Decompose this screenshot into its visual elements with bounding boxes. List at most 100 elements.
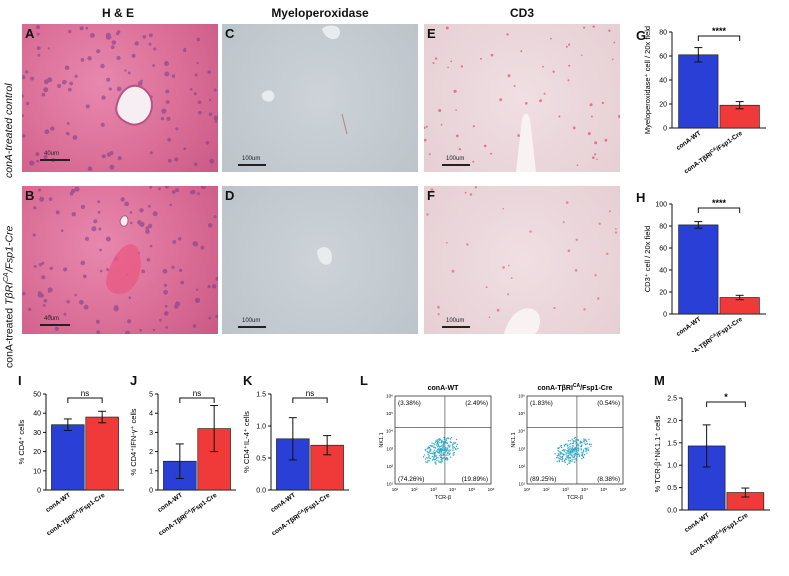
flow-x-tick: 10¹ (392, 487, 399, 492)
flow-event (429, 445, 431, 447)
flow-plot-right: (1.83%) (0.54%) (89.25%) (8.38%) 10¹ 10² 10³ 10… (511, 394, 627, 502)
flow-event (584, 443, 587, 446)
flow-event (567, 452, 569, 454)
flow-event (561, 460, 563, 463)
significance-bracket-h (697, 207, 741, 213)
bar-h-wt (678, 224, 719, 315)
flow-event (427, 461, 429, 463)
flow-event (436, 444, 438, 446)
flow-event (565, 451, 567, 454)
flow-event (440, 458, 443, 460)
flow-event (578, 455, 580, 458)
flow-event (434, 444, 436, 446)
flow-event (576, 443, 578, 445)
flow-event (559, 453, 561, 455)
flow-event (449, 456, 452, 458)
flow-event (433, 442, 435, 445)
flow-event (429, 457, 431, 460)
flow-x-tick: 10³ (562, 487, 569, 492)
flow-event (574, 451, 576, 453)
flow-event (440, 441, 443, 443)
scale-label-d: 100um (242, 318, 261, 324)
y-tick-label-h: 0 (663, 312, 667, 319)
flow-event (442, 441, 444, 443)
flow-event (582, 449, 585, 451)
y-axis-label-j: % CD4⁺IFN-γ⁺ cells (130, 408, 138, 475)
flow-event (590, 443, 592, 446)
flow-plot-left: (3.38%) (2.49%) (74.26%) (19.89%) 10¹ 10² 10³ 1… (379, 394, 495, 502)
flow-frame (394, 395, 492, 485)
x-label-wt-m: conA-WT (683, 512, 710, 534)
flow-event (444, 451, 446, 454)
bar-g-wt (678, 54, 719, 129)
flow-event (438, 445, 440, 447)
flow-event (577, 443, 579, 445)
panel-letter-g: G (636, 28, 647, 43)
flow-event (435, 440, 437, 442)
flow-x-tick: 10¹ (524, 487, 531, 492)
flow-event (447, 449, 449, 452)
flow-event (439, 439, 442, 441)
flow-event (557, 447, 560, 449)
flow-event (586, 452, 588, 454)
flow-event (563, 459, 566, 461)
flow-event (441, 445, 443, 447)
flow-event (435, 457, 438, 459)
flow-y-label: NK1.1 (511, 432, 517, 447)
flow-event (574, 440, 577, 442)
flow-event (429, 460, 431, 462)
flow-event (443, 436, 445, 439)
y-tick-label-j: 0 (149, 488, 153, 495)
flow-event (428, 451, 430, 453)
flow-event (446, 437, 448, 440)
flow-event (442, 447, 444, 449)
flow-event (443, 452, 445, 454)
panel-letter-b: B (25, 188, 35, 203)
flow-event (563, 444, 566, 446)
y-tick-label-h: 60 (659, 246, 667, 253)
flow-event (434, 454, 436, 457)
flow-event (560, 446, 563, 449)
flow-event (427, 453, 429, 456)
flow-event (445, 439, 448, 441)
flow-event (569, 457, 571, 459)
y-tick-label-j: 4 (149, 411, 153, 418)
flow-event (427, 457, 429, 459)
histology-tile-e: E 100um (424, 24, 620, 172)
flow-event (568, 449, 570, 451)
y-tick-label-m: 1.0 (667, 463, 677, 470)
flow-event (560, 445, 563, 447)
flow-event (435, 455, 437, 457)
flow-event (436, 449, 439, 451)
flow-y-tick: 10⁶ (386, 394, 393, 399)
flow-event (431, 442, 433, 444)
flow-event (577, 449, 579, 452)
flow-event (559, 458, 561, 460)
y-tick-label-h: 20 (659, 290, 667, 297)
flow-event (564, 443, 567, 446)
flow-y-tick: 10² (386, 464, 393, 469)
flow-event (443, 450, 445, 452)
flow-event (456, 443, 458, 446)
x-label-wt-i: conA-WT (45, 492, 72, 514)
flow-event (571, 456, 574, 458)
flow-event (446, 442, 449, 444)
flow-event (557, 453, 560, 455)
quadrant-percentage: (2.49%) (465, 400, 488, 407)
flow-event (453, 442, 455, 444)
significance-bracket-j (179, 397, 215, 403)
flow-event (585, 450, 587, 453)
flow-event (434, 458, 436, 460)
y-tick-label-m: 2.5 (667, 396, 677, 403)
flow-event (562, 448, 565, 451)
flow-x-tick: 10⁴ (449, 487, 456, 492)
flow-event (453, 451, 455, 454)
flow-event (428, 446, 431, 449)
x-label-mutant-i: conA-TβRICA/Fsp1-Cre (45, 490, 107, 537)
flow-event (571, 446, 573, 448)
flow-event (440, 461, 442, 463)
flow-event (584, 442, 586, 444)
flow-event (446, 452, 449, 454)
histology-tile-f: F 100um (424, 186, 620, 334)
y-tick-label-g: 0 (663, 126, 667, 133)
